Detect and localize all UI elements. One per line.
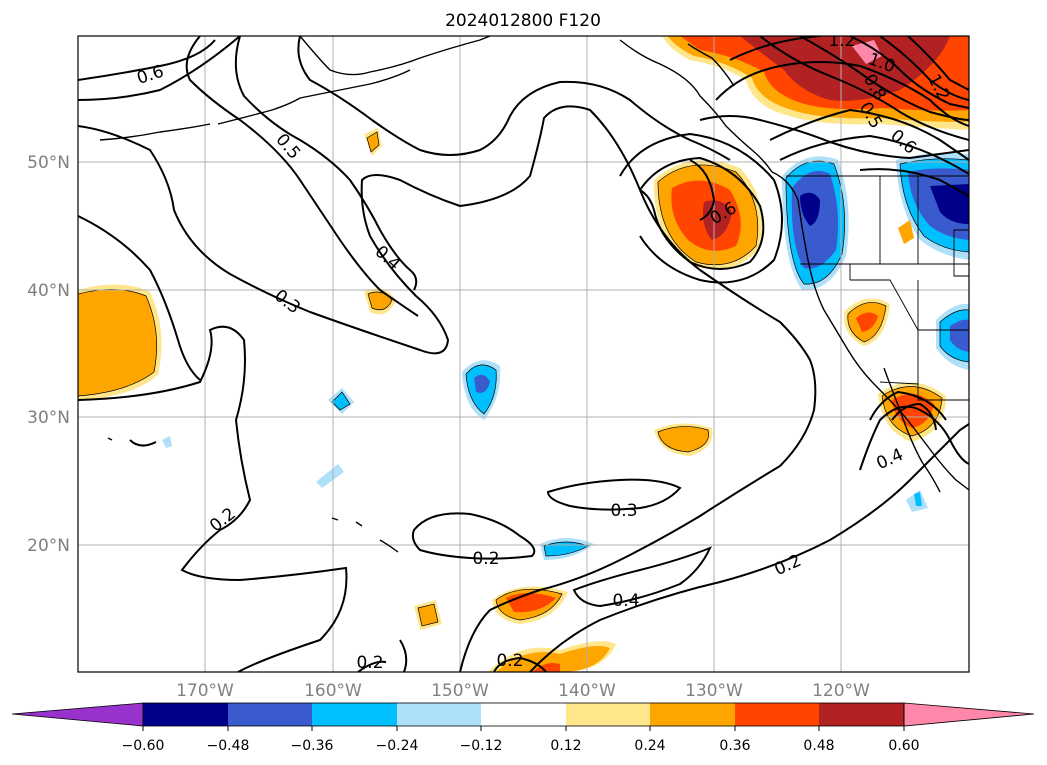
map-frame <box>77 35 970 673</box>
anomaly-blob <box>366 131 380 153</box>
contour-label: 0.4 <box>612 591 639 611</box>
colorbar-segment <box>312 703 397 726</box>
contour-label: 0.3 <box>610 501 637 521</box>
anomaly-blob <box>740 36 950 101</box>
lon-label: 120°W <box>812 681 870 701</box>
contour-label: 0.2 <box>356 653 383 673</box>
lon-label: 130°W <box>685 681 743 701</box>
map-area: 0.6 0.5 0.4 0.3 0.2 0.2 0.2 0.3 0.2 0.4 … <box>78 31 969 673</box>
colorbar-tick-label: −0.36 <box>291 738 334 754</box>
colorbar: −0.60 −0.48 −0.36 −0.24 −0.12 0.12 0.24 … <box>11 702 1035 754</box>
lon-label: 170°W <box>176 681 234 701</box>
coastlines <box>99 36 969 553</box>
colorbar-segment <box>566 703 650 726</box>
lat-label: 50°N <box>27 153 70 173</box>
colorbar-extend-right <box>903 702 1035 727</box>
anomaly-blob <box>417 603 439 627</box>
colorbar-tick-label: −0.48 <box>207 738 250 754</box>
anomaly-blob <box>162 436 172 448</box>
anomaly-blob <box>914 492 922 506</box>
anomaly-blob <box>950 319 969 352</box>
colorbar-tick-label: −0.12 <box>460 738 503 754</box>
map-title: 2024012800 F120 <box>445 11 601 31</box>
state-borders <box>786 175 969 401</box>
colorbar-ticks <box>142 726 905 731</box>
anomaly-blob <box>898 220 914 244</box>
colorbar-frame <box>142 702 905 727</box>
anomaly-blob <box>331 391 351 411</box>
anomaly-blob <box>657 426 709 453</box>
lon-label: 140°W <box>558 681 616 701</box>
contour-label: 0.2 <box>496 651 523 671</box>
lat-label: 40°N <box>27 281 70 301</box>
colorbar-tick-label: −0.24 <box>376 738 419 754</box>
colorbar-tick-label: 0.36 <box>719 738 750 754</box>
anomaly-blob <box>800 192 820 226</box>
colorbar-segment <box>650 703 735 726</box>
anomaly-blob <box>532 663 560 672</box>
contour-label: 1.2 <box>828 31 855 51</box>
colorbar-segment <box>481 703 566 726</box>
anomaly-blob <box>496 646 610 672</box>
contours <box>78 36 969 672</box>
colorbar-tick-label: 0.12 <box>550 738 581 754</box>
anomaly-blob <box>892 393 934 428</box>
anomaly-blob <box>930 184 969 224</box>
colorbar-tick-label: −0.60 <box>122 738 165 754</box>
anomaly-shading <box>78 36 969 672</box>
anomaly-blob <box>852 40 882 64</box>
lat-label: 30°N <box>27 408 70 428</box>
latitude-labels: 50°N 40°N 30°N 20°N <box>27 153 70 556</box>
colorbar-segment <box>397 703 481 726</box>
colorbar-tick-label: 0.48 <box>803 738 834 754</box>
contour-label: 0.2 <box>472 549 499 569</box>
lon-label: 160°W <box>304 681 362 701</box>
lat-label: 20°N <box>27 536 70 556</box>
anomaly-blob <box>367 291 393 311</box>
longitude-labels: 170°W 160°W 150°W 140°W 130°W 120°W <box>176 681 870 701</box>
colorbar-extend-left <box>11 702 144 727</box>
colorbar-segment <box>735 703 819 726</box>
lon-label: 150°W <box>431 681 489 701</box>
colorbar-segment <box>143 703 228 726</box>
colorbar-segment <box>819 703 904 726</box>
colorbar-tick-label: 0.24 <box>634 738 665 754</box>
colorbar-segment <box>228 703 312 726</box>
colorbar-tick-label: 0.60 <box>888 738 919 754</box>
anomaly-blob <box>474 374 490 393</box>
anomaly-blob <box>316 464 344 488</box>
anomaly-blob <box>856 312 878 332</box>
